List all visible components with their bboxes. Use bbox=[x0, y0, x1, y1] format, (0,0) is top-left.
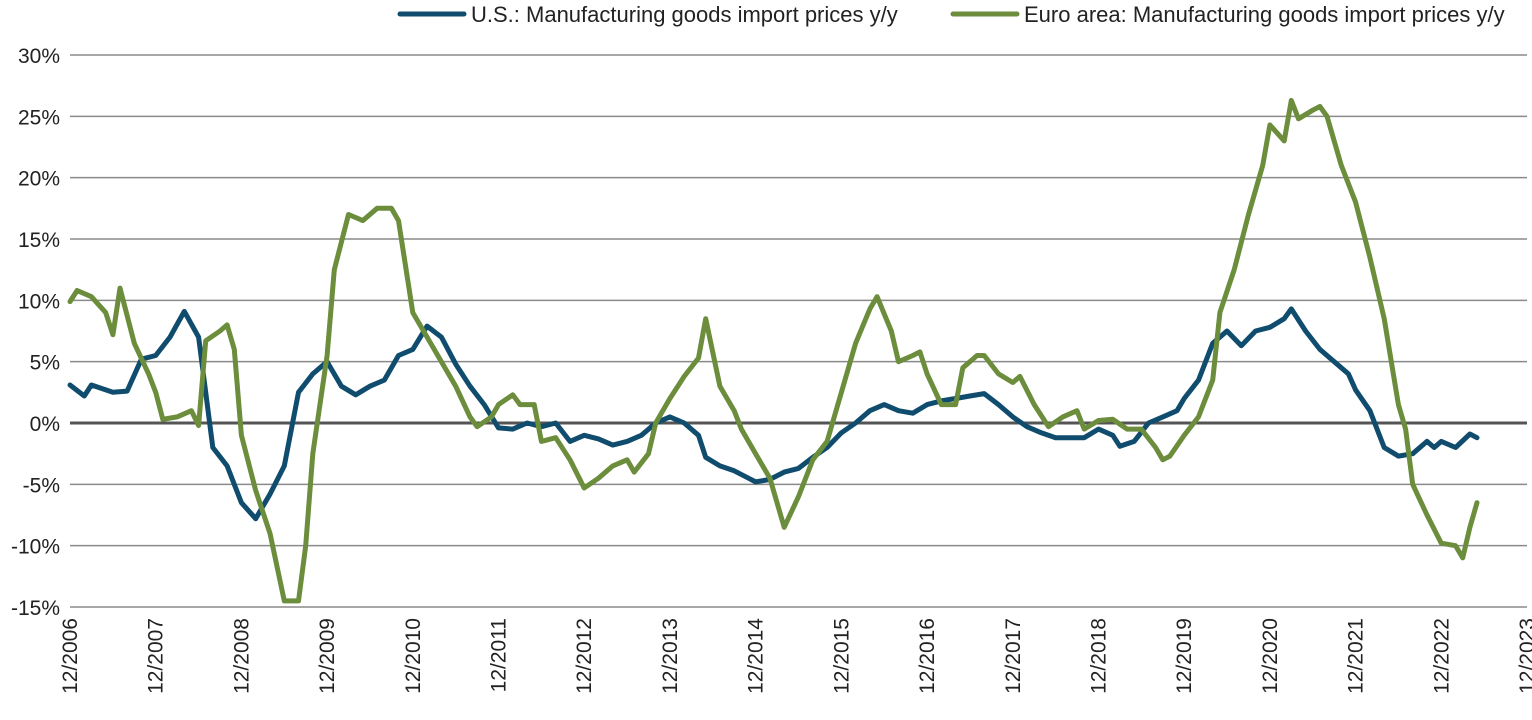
x-tick-label: 12/2007 bbox=[145, 618, 168, 694]
x-tick-label: 12/2012 bbox=[573, 618, 596, 694]
x-tick-label: 12/2014 bbox=[745, 618, 768, 694]
series-line-euro-area bbox=[67, 97, 1480, 604]
legend-label-us: U.S.: Manufacturing goods import prices … bbox=[471, 2, 898, 27]
x-tick-label: 12/2016 bbox=[916, 618, 939, 694]
legend-item-us: U.S.: Manufacturing goods import prices … bbox=[397, 2, 898, 27]
y-tick-label: 15% bbox=[18, 229, 60, 252]
y-tick-label: 10% bbox=[18, 290, 60, 313]
y-tick-label: 0% bbox=[30, 413, 60, 436]
x-tick-label: 12/2020 bbox=[1259, 618, 1282, 694]
y-tick-label: 20% bbox=[18, 168, 60, 191]
y-axis-tick-labels: 30% 25% 20% 15% 10% 5% 0% -5% -10% -15% bbox=[11, 45, 60, 620]
y-tick-label: -15% bbox=[11, 597, 60, 620]
legend: U.S.: Manufacturing goods import prices … bbox=[397, 2, 1505, 27]
x-tick-label: 12/2011 bbox=[488, 618, 511, 692]
series-lines bbox=[67, 97, 1480, 604]
x-tick-label: 12/2022 bbox=[1430, 618, 1453, 694]
x-tick-label: 12/2023 bbox=[1516, 618, 1532, 694]
x-tick-label: 12/2013 bbox=[659, 618, 682, 694]
y-tick-label: -10% bbox=[11, 536, 60, 559]
x-tick-label: 12/2019 bbox=[1173, 618, 1196, 694]
y-tick-label: 25% bbox=[18, 106, 60, 129]
gridlines bbox=[70, 54, 1527, 608]
x-tick-label: 12/2021 bbox=[1345, 618, 1368, 694]
legend-item-euro-area: Euro area: Manufacturing goods import pr… bbox=[950, 2, 1505, 27]
x-tick-label: 12/2017 bbox=[1002, 618, 1025, 694]
y-tick-label: 5% bbox=[30, 352, 60, 375]
x-tick-label: 12/2018 bbox=[1087, 618, 1110, 694]
x-tick-label: 12/2008 bbox=[230, 618, 253, 694]
series-line-us bbox=[67, 306, 1480, 522]
x-tick-label: 12/2006 bbox=[59, 618, 82, 694]
x-tick-label: 12/2015 bbox=[830, 618, 853, 694]
y-tick-label: -5% bbox=[23, 474, 60, 497]
x-tick-label: 12/2010 bbox=[402, 618, 425, 694]
legend-label-euro-area: Euro area: Manufacturing goods import pr… bbox=[1024, 2, 1505, 27]
x-tick-label: 12/2009 bbox=[316, 618, 339, 694]
x-axis-tick-labels: 12/2006 12/2007 12/2008 12/2009 12/2010 12/20… bbox=[59, 618, 1532, 694]
y-tick-label: 30% bbox=[18, 45, 60, 68]
